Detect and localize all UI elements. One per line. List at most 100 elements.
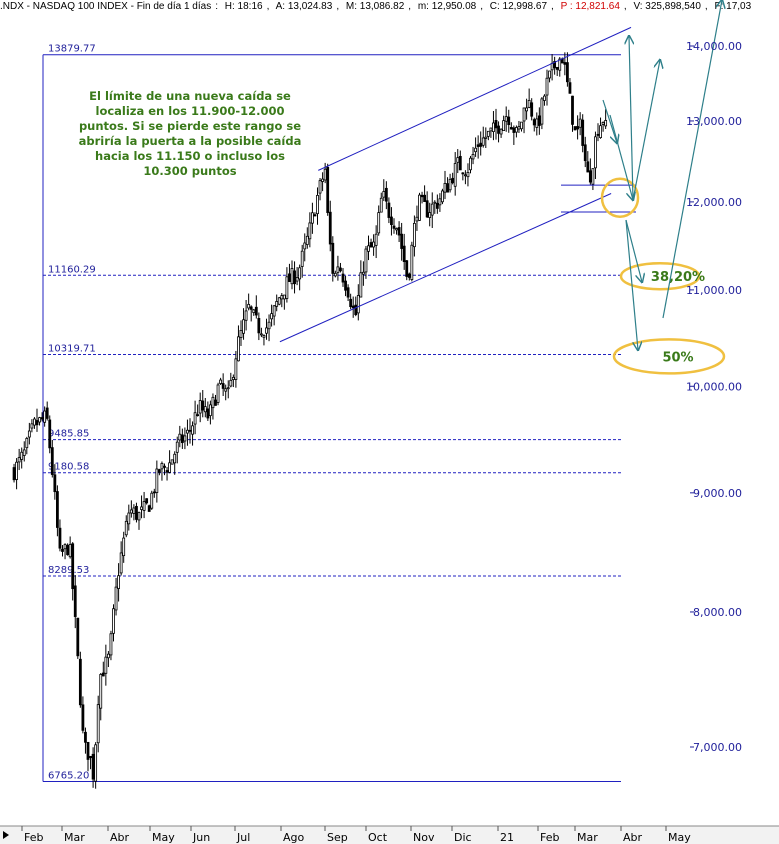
candle [372, 234, 375, 256]
candle-body [571, 95, 574, 125]
candle [191, 421, 194, 446]
candle-body [231, 376, 235, 380]
candle [517, 120, 521, 133]
candle [405, 260, 409, 281]
candle-body [545, 77, 549, 96]
candle-body [499, 128, 503, 135]
candle-body [137, 512, 141, 521]
candle [288, 263, 291, 282]
candle-body [86, 741, 90, 760]
header-ticker: .NDX - NASDAQ 100 INDEX - Fin de día 1 d… [0, 1, 212, 12]
candle [142, 491, 146, 519]
candle-body [588, 170, 592, 183]
candle [387, 197, 391, 224]
candle-body [379, 197, 383, 213]
candle-body [112, 608, 115, 634]
candle-body [40, 417, 44, 420]
candle-body [219, 379, 222, 384]
candle-body [48, 419, 52, 449]
target-label: 50% [662, 350, 693, 365]
candle [216, 382, 220, 406]
candle-body [471, 154, 475, 160]
candle-body [183, 435, 187, 442]
candle-body [583, 144, 587, 162]
candle [303, 233, 307, 262]
candle-body [96, 704, 100, 744]
candle-body [525, 107, 528, 112]
candle [458, 150, 462, 171]
candle [305, 227, 309, 249]
x-tick-label: Jun [192, 831, 210, 844]
candle-body [435, 202, 439, 209]
candle-body [89, 755, 92, 759]
candle-body [410, 244, 414, 280]
candle [58, 519, 62, 552]
candle [545, 69, 549, 106]
candle [155, 460, 159, 503]
candle-body [390, 216, 393, 226]
candle [494, 108, 498, 140]
candle-body [193, 412, 197, 425]
target-label: 38,20% [651, 270, 705, 285]
candle [247, 293, 251, 311]
candle [420, 191, 424, 204]
candle [270, 304, 273, 327]
candle [316, 187, 319, 225]
candle [599, 117, 602, 139]
candle [298, 264, 302, 291]
candle [418, 192, 421, 221]
candle [361, 261, 365, 286]
candle-body [425, 200, 429, 218]
candle-body [27, 430, 31, 438]
header-close: C: 12,998.67 [489, 1, 548, 12]
candle-body [407, 273, 411, 278]
candle-body [244, 310, 248, 321]
candle-body [333, 272, 337, 277]
candle [369, 238, 373, 248]
candle [512, 125, 516, 145]
candle [390, 207, 393, 236]
fib-level-label: 6765.20 [48, 771, 89, 782]
candle-body [374, 233, 378, 246]
candle-body [586, 161, 590, 173]
candle [135, 502, 138, 523]
candle-body [323, 168, 327, 181]
candle [461, 172, 465, 181]
candle [231, 374, 235, 388]
candle-body [418, 194, 421, 221]
candle [117, 563, 120, 602]
candle [537, 107, 541, 135]
candle-body [339, 267, 342, 272]
candle [463, 170, 467, 185]
candle [331, 236, 335, 282]
candle-body [129, 509, 133, 514]
candle [114, 577, 118, 616]
candle [379, 192, 383, 213]
candle [571, 95, 574, 132]
candle [446, 177, 449, 193]
candle-body [160, 463, 164, 470]
candle [20, 447, 24, 469]
candle [129, 500, 133, 518]
candle [336, 255, 340, 281]
candle-body [249, 306, 253, 310]
candle-body [594, 136, 597, 169]
candle [150, 490, 154, 510]
candle-body [341, 273, 345, 283]
candle [568, 77, 572, 94]
candle-body [397, 227, 401, 236]
candle-body [38, 417, 41, 423]
candle [242, 308, 245, 340]
candle [234, 350, 238, 388]
candle-body [135, 505, 138, 520]
candle [91, 747, 95, 788]
candle-body [15, 461, 18, 480]
candle-body [492, 122, 495, 133]
candle-body [277, 297, 281, 305]
candle-body [494, 119, 498, 129]
candle-body [290, 268, 294, 285]
x-tick-label: Sep [327, 831, 348, 844]
candle-body [267, 321, 271, 330]
candle-body [354, 304, 358, 316]
candle [101, 661, 105, 677]
